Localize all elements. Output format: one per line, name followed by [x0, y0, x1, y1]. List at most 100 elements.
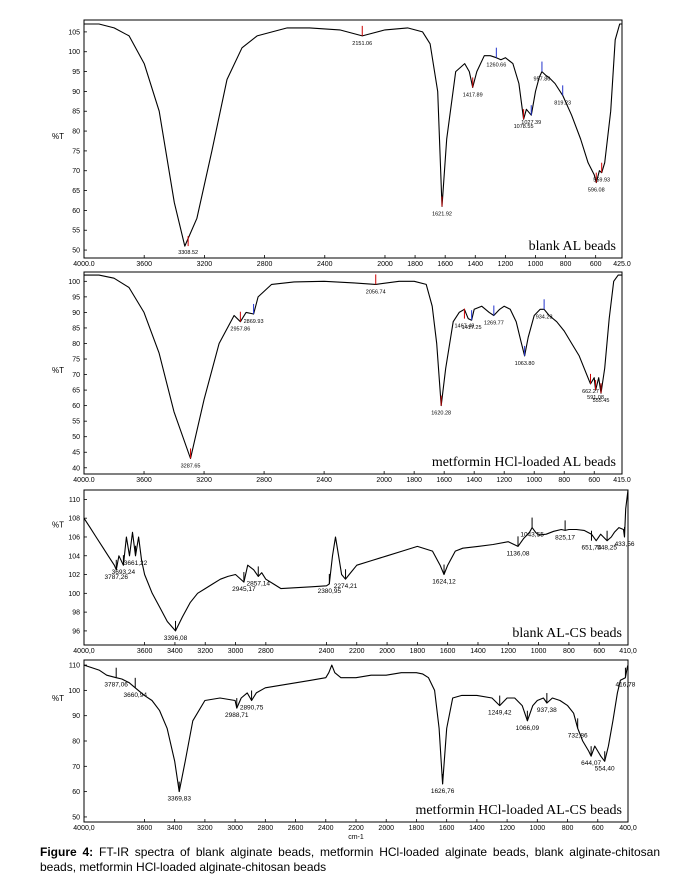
peak-label: 1620.28 [431, 411, 451, 417]
peak-label: 1136,08 [506, 550, 529, 557]
x-tick-label: 1000 [528, 261, 544, 268]
x-tick-label: 600 [592, 825, 604, 832]
x-tick-label: 2600 [288, 825, 304, 832]
x-tick-label: 2000 [376, 477, 392, 484]
y-tick-label: 55 [72, 419, 80, 426]
x-tick-label: 3600 [137, 825, 153, 832]
peak-label: 433,56 [615, 541, 635, 548]
y-tick-label: 50 [72, 248, 80, 255]
x-tick-label: 410,0 [619, 648, 637, 655]
y-tick-label: 100 [68, 279, 80, 286]
peak-label: 3661,22 [124, 560, 148, 567]
x-tick-label: 600 [590, 261, 602, 268]
y-tick-label: 104 [68, 553, 80, 560]
x-tick-label: 3200 [197, 261, 213, 268]
peak-label: 1417.89 [463, 92, 483, 98]
x-tick-label: 425.0 [613, 261, 631, 268]
peak-label: 1249,42 [488, 710, 512, 717]
x-tick-label: 3400 [167, 825, 183, 832]
x-tick-label: 1200 [498, 261, 514, 268]
peak-label: 1417.25 [462, 325, 482, 331]
peak-label: 934.23 [536, 314, 553, 320]
y-axis-label: %T [52, 521, 64, 530]
x-tick-label: 2000 [378, 825, 394, 832]
x-tick-label: 600 [588, 477, 600, 484]
x-tick-label: 3000 [228, 648, 244, 655]
y-tick-label: 50 [72, 814, 80, 821]
y-tick-label: 110 [69, 663, 80, 670]
peak-label: 554,40 [595, 765, 615, 772]
x-tick-label: 2400 [318, 825, 334, 832]
peak-label: 3287.65 [181, 463, 201, 469]
y-axis-label: %T [52, 132, 64, 141]
peak-label: 3660,94 [123, 692, 147, 699]
x-tick-label: 3000 [227, 825, 243, 832]
figure-caption-text: FT-IR spectra of blank alginate beads, m… [40, 845, 661, 874]
y-tick-label: 106 [68, 534, 80, 541]
plot-frame [83, 19, 623, 259]
peak-label: 1063.80 [515, 361, 535, 367]
peak-label: 1467.48 [454, 324, 474, 330]
panel-title: blank AL-CS beads [512, 626, 622, 641]
spectrum-panel-2: 40 45 50 55 60 65 70 75 80 85 90 95 100 4000.0 3600 320… [52, 271, 631, 484]
x-tick-label: 2800 [256, 477, 272, 484]
x-tick-label: 1600 [436, 477, 452, 484]
x-tick-label: 800 [562, 825, 574, 832]
x-tick-label: 1200 [501, 648, 517, 655]
spectrum-line [84, 23, 622, 247]
y-tick-label: 40 [72, 465, 80, 472]
y-axis-label: %T [52, 694, 64, 703]
y-tick-label: 75 [72, 148, 80, 155]
peak-label: 2857,14 [247, 580, 271, 587]
y-tick-label: 100 [68, 591, 80, 598]
peak-label: 825,17 [555, 534, 575, 541]
y-tick-label: 85 [72, 325, 80, 332]
peak-label: 2957.86 [230, 327, 250, 333]
x-tick-label: 1600 [439, 825, 455, 832]
x-tick-label: 3200 [196, 477, 212, 484]
x-tick-label: 2400 [319, 648, 335, 655]
x-tick-label: 1400 [466, 477, 482, 484]
peak-label: 3396,08 [164, 635, 188, 642]
peak-label: 1260.66 [486, 63, 506, 69]
y-tick-label: 70 [72, 764, 80, 771]
x-tick-label: 400,0 [619, 825, 637, 832]
peak-label: 1078.55 [514, 124, 534, 130]
x-tick-label: 800 [558, 477, 570, 484]
x-tick-label: 1200 [499, 825, 515, 832]
peak-label: 1269.77 [484, 321, 504, 327]
x-tick-label: 1400 [469, 825, 485, 832]
peak-label: 644,07 [581, 760, 601, 767]
y-tick-label: 105 [68, 29, 80, 36]
peak-label: 957.86 [534, 77, 551, 83]
peak-label: 2056.74 [366, 289, 386, 295]
x-tick-label: 4000.0 [73, 477, 95, 484]
peak-label: 3308.52 [178, 250, 198, 256]
y-tick-label: 70 [72, 372, 80, 379]
spectrum-panel-1: 50 55 60 65 70 75 80 85 90 95 100 105 4000.0 3600 3200… [52, 19, 631, 268]
spectrum-line [83, 489, 629, 632]
x-tick-label: 3600 [136, 477, 152, 484]
peak-label: 1624,12 [432, 579, 456, 586]
plot-frame [83, 489, 629, 646]
y-axis-label: %T [52, 366, 64, 375]
y-tick-label: 75 [72, 357, 80, 364]
plot-frame [83, 271, 623, 475]
x-tick-label: 2000 [377, 261, 393, 268]
peak-label: 3369,83 [167, 796, 191, 803]
peak-label: 559.93 [593, 178, 610, 184]
y-tick-label: 70 [72, 168, 80, 175]
x-tick-label: 2800 [258, 825, 274, 832]
y-tick-label: 80 [72, 341, 80, 348]
y-tick-label: 98 [72, 610, 80, 617]
x-tick-label: 1400 [467, 261, 483, 268]
peak-label: 596.08 [588, 188, 605, 194]
x-tick-label: 415.0 [613, 477, 631, 484]
peak-label: 651,74 [582, 545, 602, 552]
peak-label: 732,86 [568, 732, 588, 739]
y-tick-label: 95 [72, 294, 80, 301]
x-tick-label: 1000 [531, 648, 547, 655]
peak-label: 1066,09 [516, 725, 540, 732]
peak-label: 2274,21 [334, 583, 358, 590]
peak-label: 1027.39 [521, 120, 541, 126]
